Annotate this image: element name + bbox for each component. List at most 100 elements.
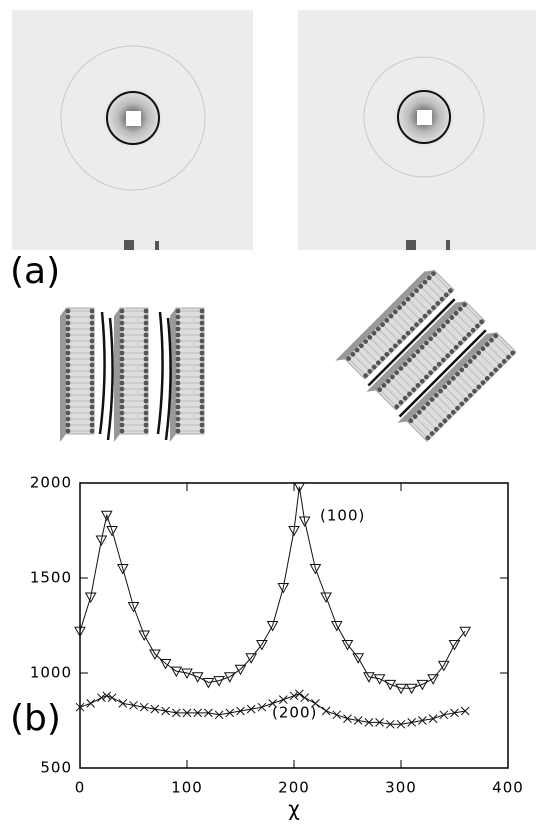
marker	[428, 714, 438, 723]
headgroup	[422, 313, 428, 319]
headgroup	[175, 314, 181, 320]
marker	[396, 719, 406, 729]
headgroup	[446, 414, 452, 419]
headgroup	[445, 353, 451, 359]
tail	[462, 310, 476, 325]
headgroup	[199, 356, 205, 362]
tail	[406, 366, 421, 380]
headgroup	[175, 362, 181, 368]
headgroup	[476, 384, 482, 390]
headgroup	[448, 288, 453, 294]
tail	[480, 354, 494, 369]
tail	[411, 361, 425, 376]
headgroup	[175, 326, 181, 332]
headgroup	[375, 326, 381, 332]
headgroup	[143, 386, 149, 392]
headgroup	[175, 422, 181, 428]
headgroup	[89, 422, 95, 428]
headgroup	[175, 356, 181, 362]
headgroup	[436, 327, 442, 333]
headgroup	[175, 416, 181, 422]
tail	[436, 336, 451, 350]
headgroup	[65, 428, 71, 434]
headgroup	[402, 361, 408, 367]
headgroup	[409, 326, 415, 332]
headgroup	[450, 375, 456, 381]
marker	[289, 691, 299, 701]
tail	[449, 323, 463, 338]
marker	[236, 706, 245, 716]
headgroup	[463, 397, 469, 402]
tail	[445, 327, 459, 342]
x-tick-label: 400	[492, 779, 524, 797]
headgroup	[199, 332, 205, 338]
headgroup	[143, 392, 149, 398]
marker	[107, 693, 117, 703]
marker	[100, 510, 113, 522]
marker	[225, 708, 235, 718]
marker	[459, 626, 472, 638]
headgroup	[453, 344, 459, 350]
membrane-schematic-tilted	[335, 269, 517, 443]
marker	[321, 706, 331, 716]
headgroup	[199, 392, 205, 398]
headgroup	[119, 428, 125, 434]
headgroup	[175, 338, 181, 344]
tail	[450, 384, 465, 398]
marker	[86, 699, 96, 708]
headgroup	[470, 327, 476, 333]
bilayer-side	[170, 308, 176, 442]
headgroup	[443, 292, 449, 298]
headgroup	[380, 322, 385, 328]
tail	[358, 351, 373, 366]
marker	[300, 693, 310, 703]
headgroup	[143, 404, 149, 410]
y-tick-label: 2000	[30, 474, 72, 492]
headgroup	[143, 326, 149, 332]
headgroup	[438, 388, 443, 394]
marker	[395, 683, 407, 695]
headgroup	[438, 422, 443, 428]
headgroup	[143, 362, 149, 368]
headgroup	[428, 370, 434, 376]
tail	[455, 380, 469, 394]
headgroup	[65, 350, 71, 356]
headgroup	[428, 336, 434, 342]
headgroup	[119, 350, 125, 356]
headgroup	[89, 428, 95, 434]
headgroup	[418, 284, 424, 289]
headgroup	[175, 368, 181, 374]
water-layer	[164, 317, 172, 441]
marker	[202, 678, 215, 689]
headgroup	[462, 336, 467, 342]
headgroup	[119, 362, 125, 368]
headgroup	[65, 320, 71, 326]
headgroup	[65, 356, 71, 362]
headgroup	[363, 373, 369, 378]
headgroup	[412, 414, 418, 419]
headgroup	[426, 275, 432, 281]
y-tick-label: 1000	[30, 664, 72, 682]
diffraction-image-right	[298, 10, 536, 250]
headgroup	[65, 386, 71, 392]
tail	[493, 341, 507, 356]
headgroup	[350, 351, 356, 357]
headgroup	[89, 344, 95, 350]
tail	[431, 279, 445, 294]
headgroup	[497, 363, 503, 369]
marker	[75, 702, 85, 712]
headgroup	[199, 422, 205, 428]
headgroup	[431, 305, 436, 311]
headgroup	[65, 404, 71, 410]
tail	[459, 375, 473, 390]
headgroup	[143, 368, 149, 374]
tail	[405, 305, 419, 319]
headgroup	[199, 374, 205, 380]
tail	[476, 358, 490, 373]
headgroup	[388, 313, 394, 319]
tail	[388, 322, 403, 336]
tail	[425, 409, 439, 424]
tail	[412, 422, 427, 437]
headgroup	[424, 340, 429, 346]
headgroup	[459, 367, 465, 373]
